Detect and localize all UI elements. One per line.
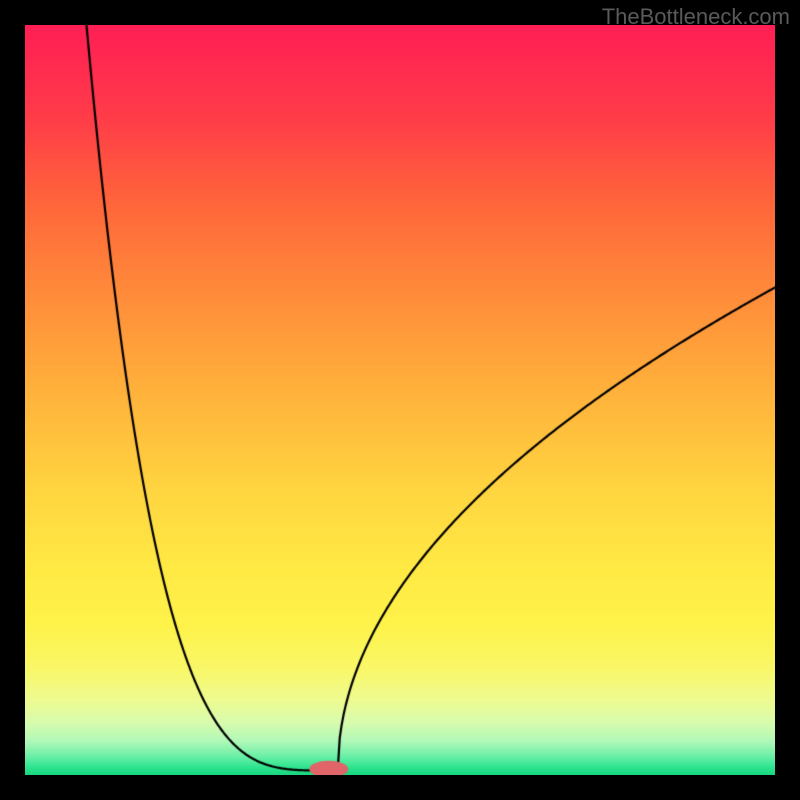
bottleneck-chart [25, 25, 775, 775]
watermark-text: TheBottleneck.com [602, 4, 790, 30]
chart-canvas [25, 25, 775, 775]
